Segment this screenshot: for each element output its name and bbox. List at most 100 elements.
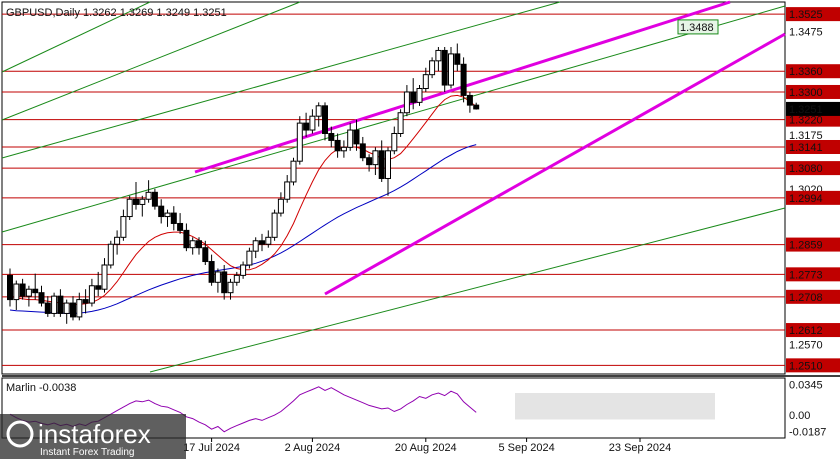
candle-body [221,271,228,294]
price-level-label: 1.2708 [789,292,823,304]
x-tick-label: 20 Aug 2024 [395,442,457,454]
price-level-label: 1.3360 [789,66,823,78]
candle-body [208,261,215,283]
oscillator-highlight-box [515,393,715,420]
candle-body [227,281,234,294]
candle-body [126,198,133,218]
price-level-label-bg [786,84,840,99]
price-level-label-bg [786,323,840,338]
price-level-label: 1.2859 [789,240,823,252]
candle-body [25,288,32,297]
candle-body [107,243,114,266]
x-tick-label: 17 Jul 2024 [183,442,240,454]
candlesticks [7,43,480,324]
candle-body [82,299,89,304]
candle-body [38,292,45,304]
candle-body [202,247,209,263]
candle-body [252,240,259,252]
candle-body [95,285,102,290]
candle-body [189,240,196,249]
candle-body [347,129,354,148]
candle-body [385,150,391,179]
x-tick-label: 23 Sep 2024 [609,442,671,454]
candle-body [114,236,121,245]
candle-body [328,132,335,141]
price-level-label: 1.3300 [789,87,823,99]
price-level-label: 1.2773 [789,269,823,281]
candle-body [51,295,58,314]
candle-body [164,212,171,218]
axes: 1.34751.31751.30201.25701.35251.33601.33… [183,7,840,454]
logo-tagline: Instant Forex Trading [40,447,135,458]
price-level-label-bg [786,237,840,252]
y-tick-label: 1.3475 [789,26,823,38]
price-level-label-bg [786,112,840,127]
symbol-header: GBPUSD,Daily 1.3262 1.3269 1.3249 1.3251 [6,7,227,19]
price-level-label: 1.2994 [789,193,823,205]
price-pane-frame [1,1,786,375]
candle-body [366,157,373,166]
candle-body [322,105,328,134]
candle-body [63,302,70,314]
candle-body [183,229,190,249]
candle-body [44,302,51,314]
price-level-label: 1.3220 [789,115,823,127]
y-tick-label: 1.3175 [789,130,823,142]
price-level-label-bg [786,358,840,373]
candle-body [460,63,467,96]
price-level-label-bg [786,7,840,22]
price-level-label: 1.3525 [789,9,823,21]
green-trend-line [1,5,786,233]
candle-body [315,105,322,117]
x-tick-label: 2 Aug 2024 [285,442,341,454]
candle-body [448,53,454,86]
green-trend-line [149,207,786,373]
candle-body [340,146,347,152]
candle-body [158,205,165,218]
candle-body [391,132,398,152]
candle-body [214,271,221,283]
oscillator-tick-label: 0.0345 [789,380,823,392]
candle-body [309,115,316,131]
candle-body [120,216,127,238]
current-price-label-bg [786,101,840,116]
candle-body [133,198,139,205]
candle-body [246,250,253,266]
candle-body [359,143,366,159]
candle-body [353,129,360,145]
candle-body [265,236,272,245]
candle-body [296,122,303,162]
candle-body [378,150,385,179]
marker-label-bg [677,19,719,35]
price-level-label-bg [786,161,840,176]
candle-body [196,240,202,249]
candle-body [410,91,417,103]
candle-body [177,222,184,231]
price-level-label: 1.3141 [789,142,823,154]
candle-body [334,139,341,152]
price-level-label: 1.3080 [789,163,823,175]
price-level-label-bg [786,267,840,282]
candle-body [259,240,265,245]
price-level-label-bg [786,289,840,304]
candle-body [466,94,473,106]
candle-body [473,104,480,110]
candle-body [372,150,379,166]
candle-body [76,299,83,318]
candle-body [397,112,404,134]
candle-body [429,60,436,76]
candle-body [435,49,442,62]
candle-body [170,212,177,224]
candle-body [70,302,76,318]
price-level-label: 1.2510 [789,360,823,372]
candle-body [145,191,152,200]
candle-body [57,295,64,314]
candle-body [151,191,158,207]
candle-body [19,283,26,297]
candle-body [233,274,240,283]
green-trend-line [1,1,561,159]
logo-text: instaforex [38,419,151,449]
